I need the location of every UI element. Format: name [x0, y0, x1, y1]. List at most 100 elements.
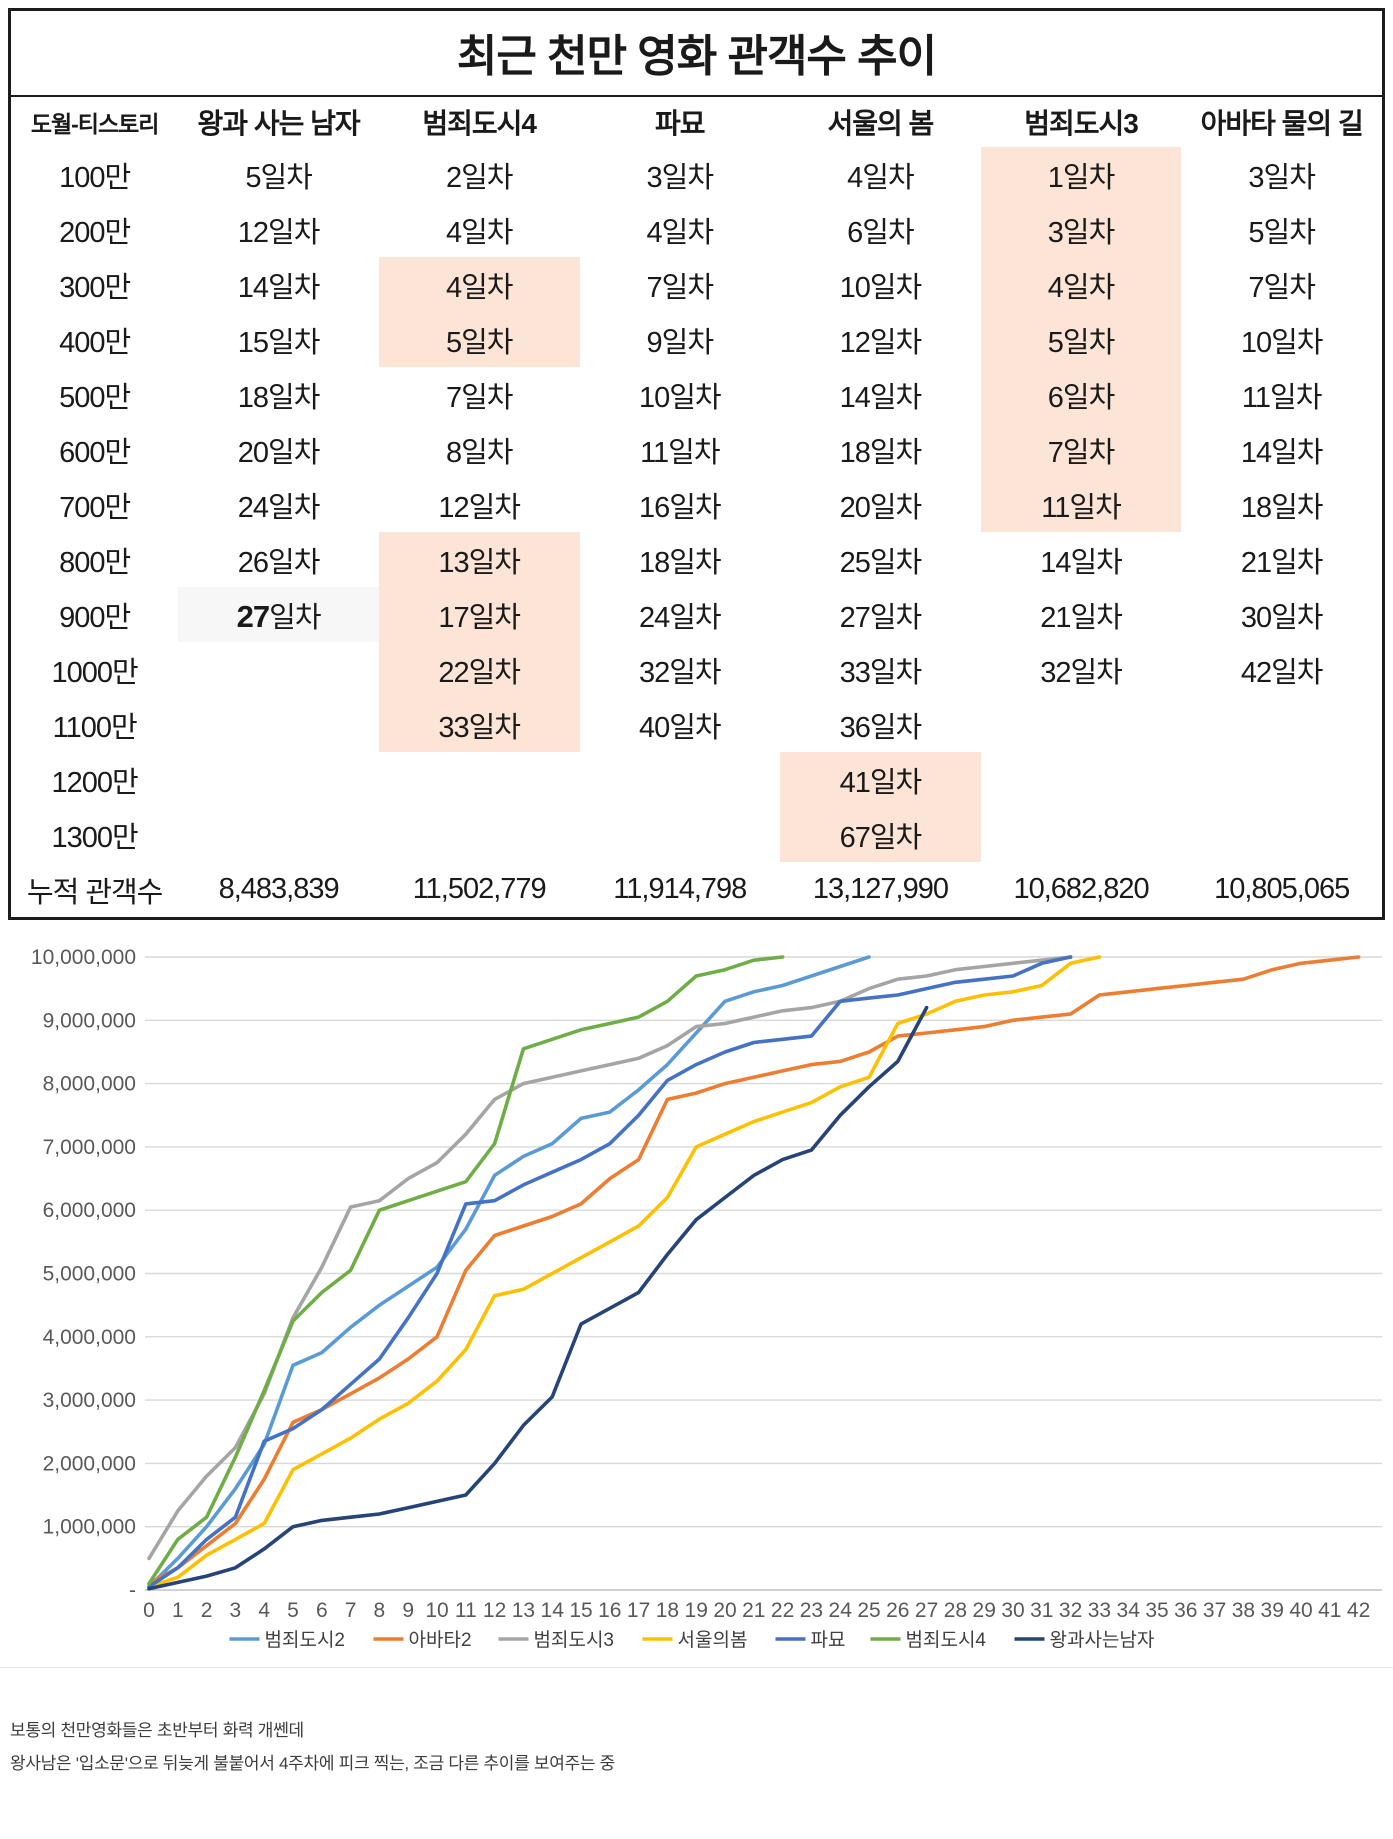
x-axis-tick-label: 42 — [1347, 1599, 1370, 1622]
day-cell: 36일차 — [839, 711, 923, 744]
y-axis-tick-label: 7,000,000 — [43, 1136, 136, 1159]
x-axis-tick-label: 28 — [944, 1599, 967, 1622]
legend-label-서울의봄: 서울의봄 — [678, 1629, 748, 1651]
x-axis-tick-label: 30 — [1001, 1599, 1024, 1622]
day-cell: 3일차 — [646, 161, 714, 194]
y-axis-tick-label: 3,000,000 — [43, 1389, 136, 1412]
x-axis-tick-label: 41 — [1318, 1599, 1341, 1622]
day-cell: 21일차 — [1240, 546, 1324, 579]
x-axis-tick-label: 4 — [258, 1599, 270, 1622]
day-cell: 10일차 — [839, 271, 923, 304]
day-cell: 18일차 — [638, 546, 722, 579]
x-axis-tick-label: 38 — [1232, 1599, 1255, 1622]
day-cell: 1일차 — [980, 147, 1182, 202]
day-cell: 3일차 — [980, 202, 1182, 257]
day-cell: 16일차 — [638, 491, 722, 524]
table-title: 최근 천만 영화 관객수 추이 — [11, 11, 1382, 97]
milestone-label: 누적 관객수 — [26, 876, 163, 909]
day-cell: 10일차 — [1240, 326, 1324, 359]
table-row: 1300만 67일차 — [11, 807, 1382, 862]
day-cell — [981, 807, 1182, 862]
x-axis-tick-label: 32 — [1059, 1599, 1082, 1622]
table-row: 200만 12일차 4일차 4일차 6일차 3일차 5일차 — [11, 202, 1382, 257]
day-cell: 32일차 — [638, 656, 722, 689]
movie-column-header: 범죄도시4 — [422, 108, 537, 139]
movie-column-header: 파묘 — [655, 108, 706, 139]
milestone-label: 600만 — [59, 436, 131, 469]
x-axis-tick-label: 22 — [771, 1599, 794, 1622]
day-cell: 8일차 — [445, 436, 513, 469]
day-cell: 11일차 — [640, 436, 720, 469]
day-cell: 4일차 — [445, 216, 513, 249]
x-axis-tick-label: 17 — [627, 1599, 650, 1622]
day-cell: 40일차 — [638, 711, 722, 744]
legend-label-범죄도시2: 범죄도시2 — [265, 1629, 346, 1651]
y-axis-tick-label: 2,000,000 — [43, 1452, 136, 1475]
series-line-아바타2 — [147, 955, 1361, 1586]
x-axis-tick-label: 3 — [230, 1599, 242, 1622]
x-axis-tick-label: 39 — [1261, 1599, 1284, 1622]
day-cell: 4일차 — [646, 216, 714, 249]
movie-column-header: 왕과 사는 남자 — [197, 108, 361, 139]
day-cell: 7일차 — [445, 381, 513, 414]
day-cell — [981, 752, 1182, 807]
day-cell: 14일차 — [237, 271, 321, 304]
day-cell: 26일차 — [237, 546, 321, 579]
day-cell — [379, 807, 580, 862]
table-row: 800만 26일차 13일차 18일차 25일차 14일차 21일차 — [11, 532, 1382, 587]
day-cell: 2일차 — [445, 161, 513, 194]
audience-trend-chart: 10,000,000 9,000,000 8,000,000 7,000,000 6,0… — [0, 936, 1393, 1668]
table-row: 1200만 41일차 — [11, 752, 1382, 807]
movie-column-header: 범죄도시3 — [1024, 108, 1139, 139]
x-axis-tick-label: 27 — [915, 1599, 938, 1622]
series-line-파묘 — [147, 955, 1073, 1589]
footer-line-2: 왕사남은 '입소문'으로 뒤늦게 불붙어서 4주차에 피크 찍는, 조금 다른 … — [10, 1754, 616, 1774]
x-axis-tick-label: 10 — [425, 1599, 448, 1622]
day-cell: 30일차 — [1240, 601, 1324, 634]
day-cell: 32일차 — [1040, 656, 1123, 689]
day-cell: 27일차 — [839, 601, 923, 634]
legend-label-범죄도시4: 범죄도시4 — [906, 1629, 987, 1651]
table-row: 400만 15일차 5일차 9일차 12일차 5일차 10일차 — [11, 312, 1382, 367]
day-cell — [580, 752, 781, 807]
day-cell: 14일차 — [839, 381, 923, 414]
day-cell: 25일차 — [839, 546, 923, 579]
day-cell — [981, 697, 1182, 752]
x-axis-tick-label: 23 — [800, 1599, 823, 1622]
movie-column-header: 아바타 물의 길 — [1200, 108, 1364, 139]
series-line-범죄도시2 — [147, 955, 871, 1589]
day-cell: 33일차 — [839, 656, 923, 689]
day-cell: 6일차 — [847, 216, 914, 249]
x-axis-tick-label: 31 — [1030, 1599, 1053, 1622]
day-cell: 11,502,779 — [412, 873, 547, 905]
table-row: 900만 27일차 17일차 24일차 27일차 21일차 30일차 — [11, 587, 1382, 642]
day-cell: 4일차 — [980, 257, 1182, 312]
day-cell: 13,127,990 — [812, 873, 949, 905]
x-axis-tick-label: 40 — [1289, 1599, 1312, 1622]
x-axis-tick-label: 24 — [829, 1599, 853, 1622]
day-cell: 24일차 — [638, 601, 722, 634]
x-axis-tick-label: 6 — [316, 1599, 328, 1622]
x-axis-tick-label: 5 — [287, 1599, 299, 1622]
y-axis-tick-label: 9,000,000 — [43, 1009, 136, 1032]
table-header-row: 도월-티스토리 왕과 사는 남자 범죄도시4 파묘 서울의 봄 범죄도시3 아바타 물의 길 — [11, 97, 1382, 147]
day-cell: 18일차 — [237, 381, 321, 414]
x-axis-tick-label: 13 — [512, 1599, 535, 1622]
total-row: 누적 관객수 8,483,839 11,502,779 11,914,798 13,12… — [11, 862, 1382, 917]
day-cell: 11일차 — [980, 477, 1182, 532]
day-cell: 18일차 — [1240, 491, 1324, 524]
day-cell: 4일차 — [847, 161, 914, 194]
footer-line-1: 보통의 천만영화들은 초반부터 화력 개쎈데 — [10, 1721, 304, 1740]
day-cell — [178, 807, 379, 862]
day-cell: 7일차 — [646, 271, 714, 304]
y-axis-tick-label: 10,000,000 — [31, 946, 136, 969]
day-cell: 6일차 — [980, 367, 1182, 422]
milestone-label: 500만 — [59, 381, 131, 414]
milestone-label: 1000만 — [51, 656, 139, 689]
milestone-label: 1300만 — [51, 821, 139, 854]
x-axis-tick-label: 0 — [143, 1599, 155, 1622]
x-axis-tick-label: 35 — [1145, 1599, 1168, 1622]
y-axis-tick-label: 4,000,000 — [43, 1326, 136, 1349]
x-axis-tick-label: 12 — [483, 1599, 506, 1622]
